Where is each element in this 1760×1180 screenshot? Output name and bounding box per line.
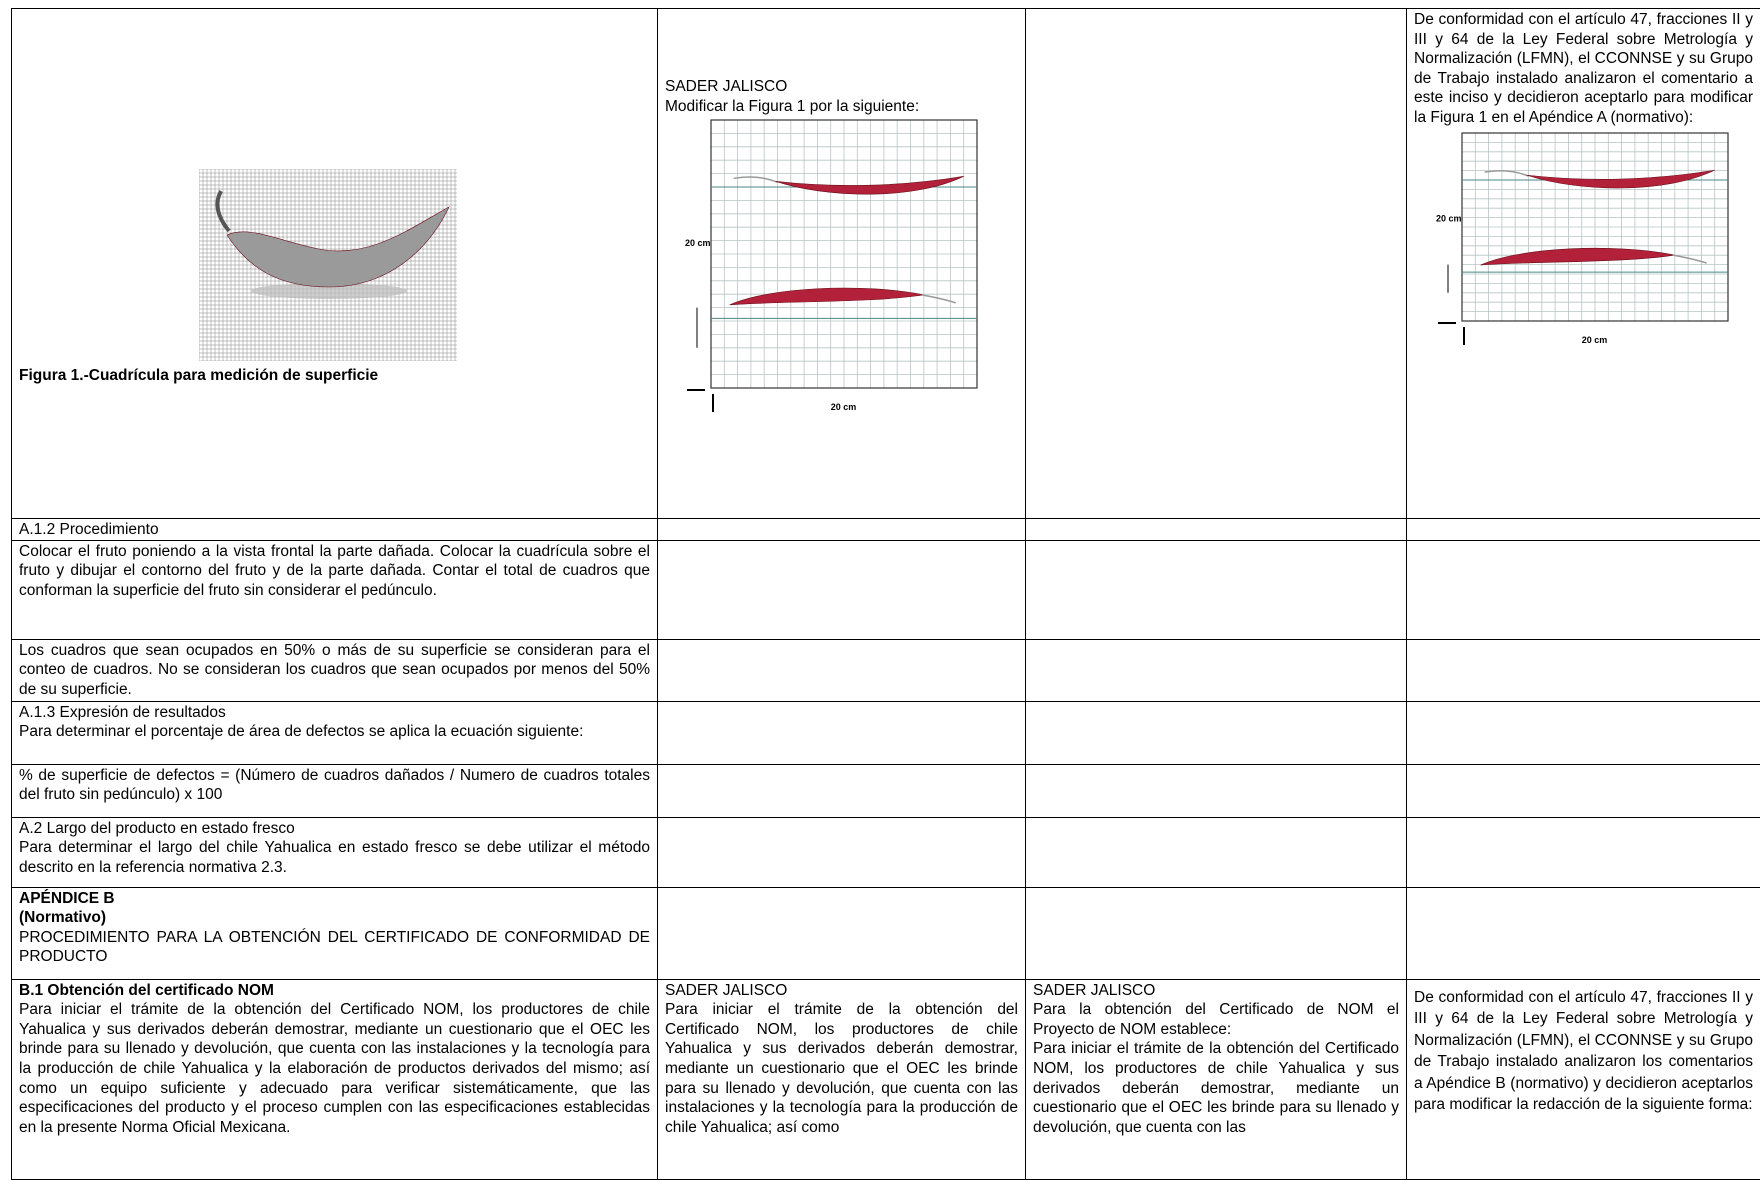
table-cell <box>1026 9 1407 519</box>
table-cell: Figura 1.-Cuadrícula para medición de su… <box>12 9 658 519</box>
table-cell <box>1026 519 1407 541</box>
bold-heading: APÉNDICE B <box>19 889 650 909</box>
table-cell: De conformidad con el artículo 47, fracc… <box>1407 9 1760 519</box>
chile <box>730 288 924 305</box>
paragraph: Colocar el fruto poniendo a la vista fro… <box>19 542 650 601</box>
stem <box>1485 170 1529 175</box>
table-cell <box>1407 701 1760 764</box>
bold-heading: B.1 Obtención del certificado NOM <box>19 981 650 1001</box>
table-row: APÉNDICE B(Normativo)PROCEDIMIENTO PARA … <box>12 887 1760 979</box>
figure-cell: Figura 1.-Cuadrícula para medición de su… <box>12 9 657 517</box>
paragraph: Para iniciar el trámite de la obtención … <box>19 1000 650 1137</box>
table-cell <box>658 764 1026 817</box>
paragraph: Modificar la Figura 1 por la siguiente: <box>665 97 1018 117</box>
paragraph: PROCEDIMIENTO PARA LA OBTENCIÓN DEL CERT… <box>19 928 650 967</box>
table-cell <box>658 701 1026 764</box>
paragraph: De conformidad con el artículo 47, fracc… <box>1414 10 1753 128</box>
x-axis-label: 20 cm <box>831 402 857 412</box>
table-row: Los cuadros que sean ocupados en 50% o m… <box>12 639 1760 701</box>
table-row: A.1.2 Procedimiento <box>12 519 1760 541</box>
figure-cell: De conformidad con el artículo 47, fracc… <box>1407 9 1760 517</box>
table-cell: Colocar el fruto poniendo a la vista fro… <box>12 540 658 639</box>
figure-caption: Figura 1.-Cuadrícula para medición de su… <box>19 366 378 386</box>
paragraph: Para iniciar el trámite de la obtención … <box>665 1000 1018 1137</box>
paragraph: Para determinar el largo del chile Yahua… <box>19 838 650 877</box>
table-cell <box>1026 817 1407 887</box>
table-cell <box>1026 639 1407 701</box>
figure: 20 cm 20 cm <box>683 116 1018 414</box>
paragraph: A.1.3 Expresión de resultados <box>19 703 650 723</box>
comments-table: Figura 1.-Cuadrícula para medición de su… <box>11 8 1760 1180</box>
table-cell <box>1407 519 1760 541</box>
table-cell <box>1026 701 1407 764</box>
table-cell: % de superficie de defectos = (Número de… <box>12 764 658 817</box>
table-cell <box>1026 887 1407 979</box>
table-row: Colocar el fruto poniendo a la vista fro… <box>12 540 1760 639</box>
grid-figure: 20 cm 20 cm <box>683 116 983 414</box>
table-row: Figura 1.-Cuadrícula para medición de su… <box>12 9 1760 519</box>
table-cell <box>658 817 1026 887</box>
grid-figure: 20 cm 20 cm <box>1434 129 1734 347</box>
table-cell <box>658 540 1026 639</box>
table-cell <box>1407 540 1760 639</box>
x-axis-label: 20 cm <box>1582 335 1608 345</box>
chile <box>227 207 449 287</box>
paragraph: % de superficie de defectos = (Número de… <box>19 766 650 805</box>
table-cell <box>1026 764 1407 817</box>
paragraph: Los cuadros que sean ocupados en 50% o m… <box>19 641 650 700</box>
grey-grid-figure <box>199 169 457 361</box>
cell-content: De conformidad con el artículo 47, fracc… <box>1414 10 1753 347</box>
paragraph: A.1.2 Procedimiento <box>19 520 650 540</box>
y-axis-label: 20 cm <box>1436 213 1462 223</box>
paragraph: Para iniciar el trámite de la obtención … <box>1033 1039 1399 1137</box>
chile <box>1481 248 1675 265</box>
table-cell <box>1407 887 1760 979</box>
paragraph: SADER JALISCO <box>665 981 1018 1001</box>
table-cell <box>658 519 1026 541</box>
table-cell <box>1026 540 1407 639</box>
table-cell <box>1407 764 1760 817</box>
table-row: % de superficie de defectos = (Número de… <box>12 764 1760 817</box>
table-cell <box>1407 817 1760 887</box>
paragraph: A.2 Largo del producto en estado fresco <box>19 819 650 839</box>
table-cell <box>658 639 1026 701</box>
bold-heading: (Normativo) <box>19 908 650 928</box>
paragraph: SADER JALISCO <box>1033 981 1399 1001</box>
table-cell: De conformidad con el artículo 47, fracc… <box>1407 979 1760 1179</box>
table-cell: Los cuadros que sean ocupados en 50% o m… <box>12 639 658 701</box>
table-body: Figura 1.-Cuadrícula para medición de su… <box>12 9 1760 1180</box>
table-cell <box>1407 639 1760 701</box>
table-cell: A.1.2 Procedimiento <box>12 519 658 541</box>
paragraph: De conformidad con el artículo 47, fracc… <box>1414 987 1753 1116</box>
table-cell: APÉNDICE B(Normativo)PROCEDIMIENTO PARA … <box>12 887 658 979</box>
paragraph: Para determinar el porcentaje de área de… <box>19 722 650 742</box>
stem <box>734 177 778 182</box>
y-axis-label: 20 cm <box>685 238 711 248</box>
table-cell <box>658 887 1026 979</box>
figure: 20 cm 20 cm <box>1434 129 1753 347</box>
paragraph: Para la obtención del Certificado de NOM… <box>1033 1000 1399 1039</box>
paragraph: SADER JALISCO <box>665 77 1018 97</box>
